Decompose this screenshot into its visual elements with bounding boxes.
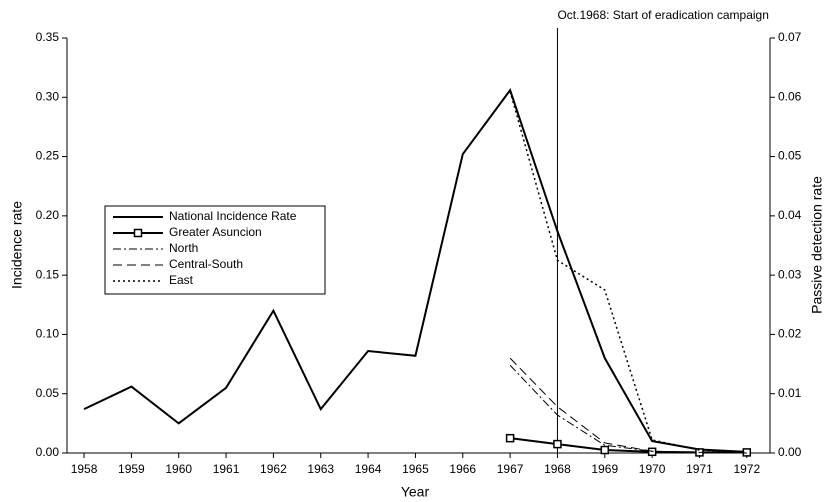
series-line	[509, 364, 747, 454]
y-tick-label: 0.05	[36, 386, 60, 400]
x-tick-label: 1962	[260, 462, 287, 476]
x-tick-label: 1961	[213, 462, 240, 476]
series-line	[83, 88, 747, 453]
x-tick-label: 1966	[449, 462, 476, 476]
series-line	[509, 357, 747, 454]
x-tick-label: 1963	[307, 462, 334, 476]
legend-marker	[133, 228, 143, 238]
legend-label: East	[169, 273, 194, 287]
marker	[505, 433, 515, 443]
legend-box	[104, 205, 326, 295]
x-axis-label: Year	[401, 484, 430, 500]
y-tick-label: 0.25	[36, 149, 60, 163]
x-tick-label: 1968	[544, 462, 571, 476]
annotation-text: Oct.1968: Start of eradication campaign	[557, 8, 768, 22]
y-tick-label: 0.30	[36, 89, 60, 103]
x-tick-label: 1971	[686, 462, 713, 476]
y-tick-label: 0.20	[36, 208, 60, 222]
legend-label: North	[169, 241, 198, 255]
y-tick-label: 0.00	[36, 445, 60, 459]
marker	[600, 445, 610, 455]
x-tick-label: 1964	[355, 462, 382, 476]
marker	[647, 447, 657, 457]
x-tick-label: 1970	[639, 462, 666, 476]
x-tick-label: 1965	[402, 462, 429, 476]
y-axis-label: Incidence rate	[9, 201, 25, 289]
legend-label: Greater Asuncion	[169, 225, 262, 239]
y-tick-label: 0.35	[36, 30, 60, 44]
y2-tick-label: 0.02	[778, 327, 802, 341]
y-tick-label: 0.15	[36, 267, 60, 281]
y2-tick-label: 0.00	[778, 445, 802, 459]
y2-tick-label: 0.05	[778, 149, 802, 163]
series-line	[509, 91, 747, 454]
y2-tick-label: 0.04	[778, 208, 802, 222]
x-tick-label: 1958	[71, 462, 98, 476]
x-tick-label: 1967	[497, 462, 524, 476]
y2-tick-label: 0.03	[778, 267, 802, 281]
y2-tick-label: 0.01	[778, 386, 802, 400]
x-tick-label: 1959	[118, 462, 145, 476]
marker	[553, 439, 562, 449]
x-tick-label: 1969	[591, 462, 618, 476]
x-tick-label: 1972	[733, 462, 760, 476]
y2-axis-label: Passive detection rate	[809, 176, 825, 314]
y2-tick-label: 0.06	[778, 89, 802, 103]
legend-label: Central-South	[169, 257, 243, 271]
x-tick-label: 1960	[165, 462, 192, 476]
legend-label: National Incidence Rate	[169, 209, 297, 223]
y2-tick-label: 0.07	[778, 30, 802, 44]
y-tick-label: 0.10	[36, 327, 60, 341]
